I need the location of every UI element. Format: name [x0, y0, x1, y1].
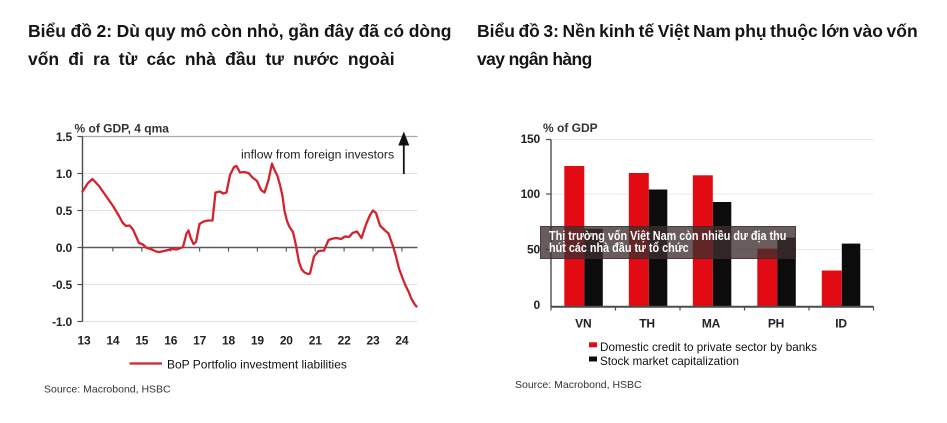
svg-text:14: 14	[106, 334, 119, 348]
svg-text:Source: Macrobond, HSBC: Source: Macrobond, HSBC	[515, 379, 642, 391]
svg-text:% of GDP, 4 qma: % of GDP, 4 qma	[75, 122, 170, 136]
svg-text:Stock market capitalization: Stock market capitalization	[600, 355, 739, 368]
svg-text:0: 0	[534, 298, 541, 312]
svg-text:% of GDP: % of GDP	[543, 121, 598, 135]
svg-text:16: 16	[164, 334, 177, 348]
svg-text:1.0: 1.0	[56, 167, 73, 181]
svg-text:13: 13	[78, 334, 91, 348]
svg-text:150: 150	[521, 132, 541, 146]
svg-text:BoP Portfolio investment liabi: BoP Portfolio investment liabilities	[167, 358, 347, 372]
svg-text:20: 20	[280, 334, 293, 348]
svg-text:-0.5: -0.5	[52, 278, 72, 292]
svg-text:0.0: 0.0	[56, 241, 73, 255]
svg-text:1.5: 1.5	[56, 130, 73, 144]
svg-text:inflow from foreign investors: inflow from foreign investors	[241, 148, 394, 162]
svg-text:19: 19	[251, 334, 264, 348]
svg-text:0.5: 0.5	[56, 204, 73, 218]
svg-text:22: 22	[338, 334, 351, 348]
svg-text:ID: ID	[835, 317, 847, 331]
svg-text:TH: TH	[639, 317, 655, 331]
svg-text:21: 21	[309, 334, 322, 348]
svg-text:Domestic credit to private sec: Domestic credit to private sector by ban…	[600, 341, 817, 354]
svg-text:24: 24	[395, 334, 408, 348]
svg-text:-1.0: -1.0	[52, 315, 72, 329]
svg-text:Source: Macrobond, HSBC: Source: Macrobond, HSBC	[44, 384, 171, 396]
svg-text:23: 23	[367, 334, 380, 348]
svg-text:MA: MA	[702, 317, 721, 331]
svg-text:100: 100	[521, 187, 541, 201]
svg-text:17: 17	[193, 334, 206, 348]
svg-text:18: 18	[222, 334, 235, 348]
svg-text:50: 50	[527, 243, 540, 257]
svg-text:VN: VN	[575, 317, 591, 331]
svg-text:15: 15	[135, 334, 148, 348]
svg-text:PH: PH	[768, 317, 784, 331]
